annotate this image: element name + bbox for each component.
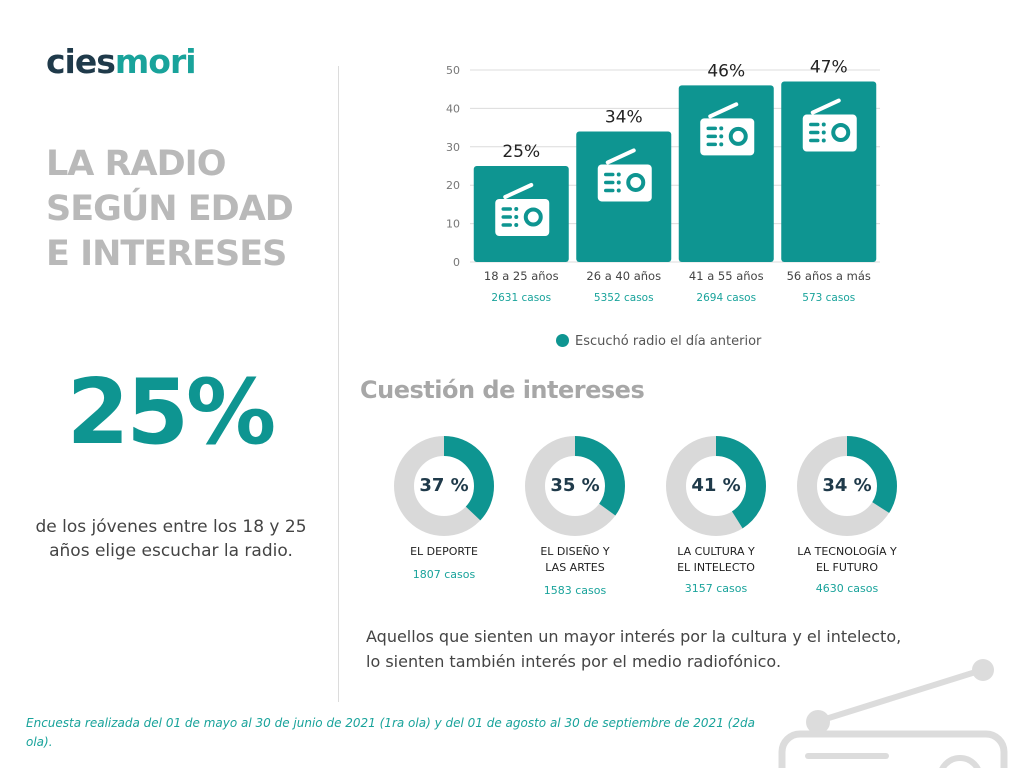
radio-decoration-icon <box>778 659 1008 768</box>
interest-case-count: 1807 casos <box>412 568 476 581</box>
page-title: LA RADIO SEGÚN EDAD E INTERESES <box>46 142 336 277</box>
radio-icon <box>495 183 550 236</box>
case-count-label: 2694 casos <box>696 292 756 304</box>
x-tick-label: 18 a 25 años <box>484 269 559 283</box>
y-tick-label: 50 <box>446 64 460 77</box>
y-tick-label: 40 <box>446 102 460 115</box>
donut-pct-label: 37 % <box>419 475 469 496</box>
interest-case-count: 3157 casos <box>684 582 748 595</box>
interest-label-line: EL DISEÑO Y <box>540 545 610 558</box>
highlight-value: 25% <box>66 360 276 465</box>
vertical-divider <box>338 66 339 702</box>
legend-dot-icon <box>556 334 569 347</box>
x-tick-label: 56 años a más <box>787 269 871 283</box>
case-count-label: 5352 casos <box>594 292 654 304</box>
highlight-text: de los jóvenes entre los 18 y 25 años el… <box>35 517 307 561</box>
chart-legend: Escuchó radio el día anterior <box>556 334 761 349</box>
y-tick-label: 30 <box>446 141 460 154</box>
donut-segment <box>797 436 897 536</box>
donut-pct-label: 35 % <box>550 475 600 496</box>
radio-icon <box>597 148 652 202</box>
interest-label-line: EL INTELECTO <box>677 561 755 574</box>
data-label: 25% <box>502 142 540 162</box>
age-bar-chart: 0 10 20 30 40 50 25% 18 a 25 años 2631 casos 34% 2… <box>446 58 880 304</box>
data-label: 46% <box>707 61 745 81</box>
y-tick-label: 0 <box>453 256 460 269</box>
donut-pct-label: 34 % <box>822 475 872 496</box>
interest-label-line: LAS ARTES <box>545 561 605 574</box>
radio-icon <box>700 102 755 156</box>
interest-label: EL DEPORTE <box>374 544 514 560</box>
donut-segment <box>394 436 494 536</box>
interest-donut: 37 % <box>394 436 494 536</box>
interest-label-line: LA TECNOLOGÍA Y <box>797 545 897 558</box>
survey-footnote: Encuesta realizada del 01 de mayo al 30 … <box>26 716 755 749</box>
data-label: 47% <box>810 58 848 78</box>
interest-case-count: 1583 casos <box>543 584 607 597</box>
donut-segment <box>666 436 766 536</box>
donut-segment <box>525 436 625 536</box>
y-tick-label: 10 <box>446 218 460 231</box>
interest-label: LA TECNOLOGÍA Y EL FUTURO <box>777 544 917 576</box>
interest-label-line: LA CULTURA Y <box>677 545 755 558</box>
interest-label: LA CULTURA Y EL INTELECTO <box>646 544 786 576</box>
interests-note: Aquellos que sienten un mayor interés po… <box>366 627 902 671</box>
title-line: SEGÚN EDAD <box>46 189 294 229</box>
interest-donut: 41 % <box>666 436 766 536</box>
title-line: LA RADIO <box>46 144 226 184</box>
x-tick-label: 26 a 40 años <box>586 269 661 283</box>
ciesmori-logo: ciesmori <box>46 42 197 81</box>
legend-label: Escuchó radio el día anterior <box>575 334 762 349</box>
radio-icon <box>802 98 857 152</box>
donut-pct-label: 41 % <box>691 475 741 496</box>
interests-heading: Cuestión de intereses <box>360 376 645 404</box>
interest-label-line: EL DEPORTE <box>410 545 478 558</box>
title-line: E INTERESES <box>46 234 287 274</box>
interest-label: EL DISEÑO Y LAS ARTES <box>505 544 645 576</box>
interest-label-line: EL FUTURO <box>815 561 879 574</box>
x-tick-label: 41 a 55 años <box>689 269 764 283</box>
interest-donut: 34 % <box>797 436 897 536</box>
interest-donut: 35 % <box>525 436 625 536</box>
y-tick-label: 20 <box>446 179 460 192</box>
bar <box>781 81 877 262</box>
data-label: 34% <box>605 107 643 127</box>
case-count-label: 573 casos <box>802 292 855 304</box>
interest-case-count: 4630 casos <box>815 582 879 595</box>
case-count-label: 2631 casos <box>491 292 551 304</box>
bar <box>678 85 774 262</box>
